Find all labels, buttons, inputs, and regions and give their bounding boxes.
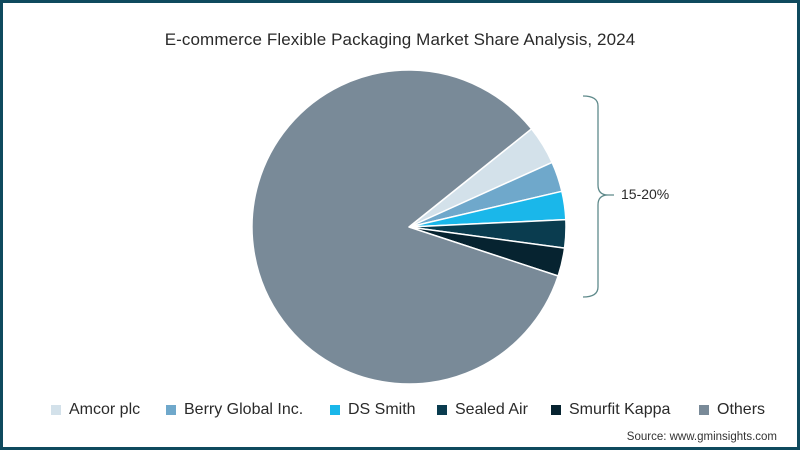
pie-chart [251, 69, 614, 385]
legend-label: DS Smith [348, 401, 416, 418]
pie-slices [251, 69, 567, 385]
legend-swatch-icon [699, 405, 709, 415]
legend-swatch-icon [51, 405, 61, 415]
legend: Amcor plc Berry Global Inc. DS Smith Sealed… [3, 399, 800, 421]
legend-item-ds-smith: DS Smith [330, 399, 416, 421]
legend-label: Berry Global Inc. [184, 401, 304, 418]
bracket-annotation [582, 95, 614, 298]
legend-item-amcor-plc: Amcor plc [51, 399, 140, 421]
legend-swatch-icon [330, 405, 340, 415]
legend-item-berry-global-inc: Berry Global Inc. [166, 399, 303, 421]
legend-item-smurfit-kappa: Smurfit Kappa [551, 399, 670, 421]
source-text: Source: www.gminsights.com [626, 431, 777, 443]
legend-label: Others [717, 401, 766, 418]
legend-label: Amcor plc [69, 401, 141, 418]
bracket-label: 15-20% [621, 186, 670, 202]
legend-item-others: Others [699, 399, 765, 421]
legend-swatch-icon [166, 405, 176, 415]
legend-label: Smurfit Kappa [569, 401, 671, 418]
legend-label: Sealed Air [455, 401, 528, 418]
legend-swatch-icon [437, 405, 447, 415]
legend-swatch-icon [551, 405, 561, 415]
pie-slice-others [251, 69, 559, 385]
legend-item-sealed-air: Sealed Air [437, 399, 528, 421]
chart-title: E-commerce Flexible Packaging Market Sha… [164, 30, 636, 49]
